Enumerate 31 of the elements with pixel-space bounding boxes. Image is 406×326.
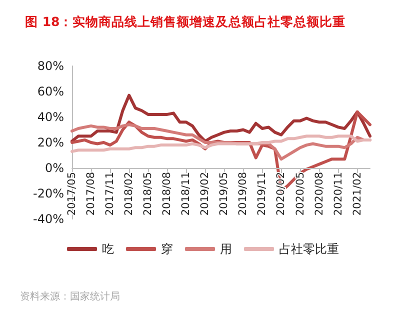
y-tick-label: -20% [32, 186, 64, 200]
legend-label: 占社零比重 [279, 242, 339, 256]
y-tick-label: 80% [37, 59, 64, 73]
x-tick-label: 2018/08 [161, 172, 174, 216]
line-series [70, 134, 372, 153]
legend-label: 吃 [102, 242, 114, 256]
x-tick-label: 2017/11 [104, 172, 116, 216]
x-tick-label: 2017/05 [66, 172, 78, 216]
y-tick-label: -40% [32, 212, 64, 226]
y-tick-label: 0% [44, 161, 64, 175]
line-series [70, 94, 372, 143]
x-tick-label: 2019/11 [256, 172, 268, 216]
legend-label: 用 [220, 242, 232, 256]
y-tick-label: 60% [37, 84, 64, 98]
x-tick-label: 2020/11 [332, 172, 344, 216]
x-tick-label: 2020/08 [313, 172, 326, 216]
x-tick-label: 2018/11 [180, 172, 192, 216]
x-tick-label: 2017/08 [85, 172, 98, 216]
x-tick-label: 2020/02 [275, 172, 288, 216]
x-tick-label: 2019/05 [218, 172, 230, 216]
y-tick-label: 20% [37, 136, 64, 150]
x-tick-label: 2018/02 [123, 172, 136, 216]
legend-label: 穿 [161, 242, 173, 256]
text: 资料来源：国家统计局 [20, 290, 120, 302]
y-tick-label: 40% [37, 110, 64, 124]
x-tick-label: 2019/08 [237, 172, 250, 216]
chart-title: 图 18：实物商品线上销售额增速及总额占社零总额比重 [25, 14, 346, 29]
x-tick-label: 2020/05 [294, 172, 306, 216]
x-tick-label: 2021/02 [351, 172, 364, 216]
x-tick-label: 2018/05 [142, 172, 154, 216]
x-tick-label: 2019/02 [199, 172, 212, 216]
